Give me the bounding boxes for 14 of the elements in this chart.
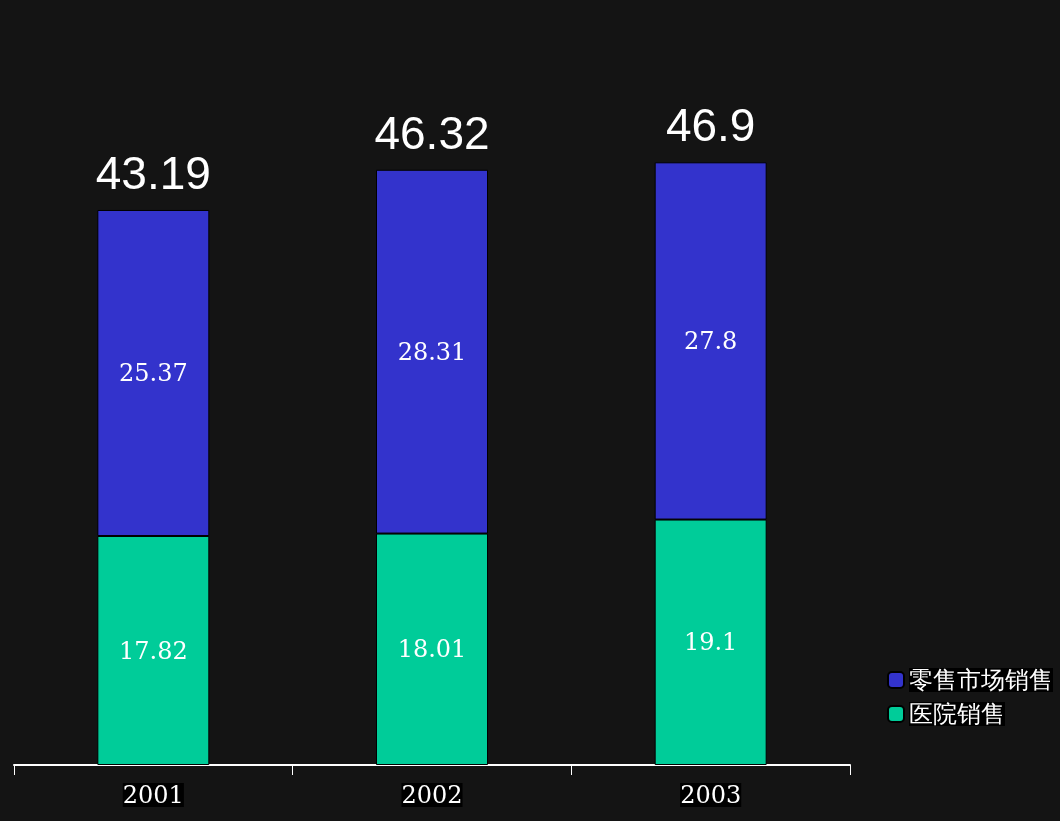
total-label: 46.32 bbox=[374, 106, 490, 159]
x-tick-label: 2003 bbox=[680, 781, 742, 809]
data-label: 25.37 bbox=[118, 359, 188, 387]
total-label: 43.19 bbox=[95, 147, 211, 199]
data-label: 17.82 bbox=[118, 636, 188, 665]
data-label: 28.31 bbox=[397, 337, 467, 366]
x-tick-label: 2001 bbox=[122, 781, 184, 809]
legend-label: 医院销售 bbox=[909, 700, 1005, 728]
data-label: 18.01 bbox=[397, 635, 467, 664]
legend-label: 零售市场销售 bbox=[909, 666, 1053, 694]
x-tick-label: 2002 bbox=[401, 781, 463, 809]
total-label: 46.9 bbox=[665, 99, 756, 152]
data-label: 19.1 bbox=[683, 628, 738, 657]
data-label: 27.8 bbox=[683, 326, 738, 355]
